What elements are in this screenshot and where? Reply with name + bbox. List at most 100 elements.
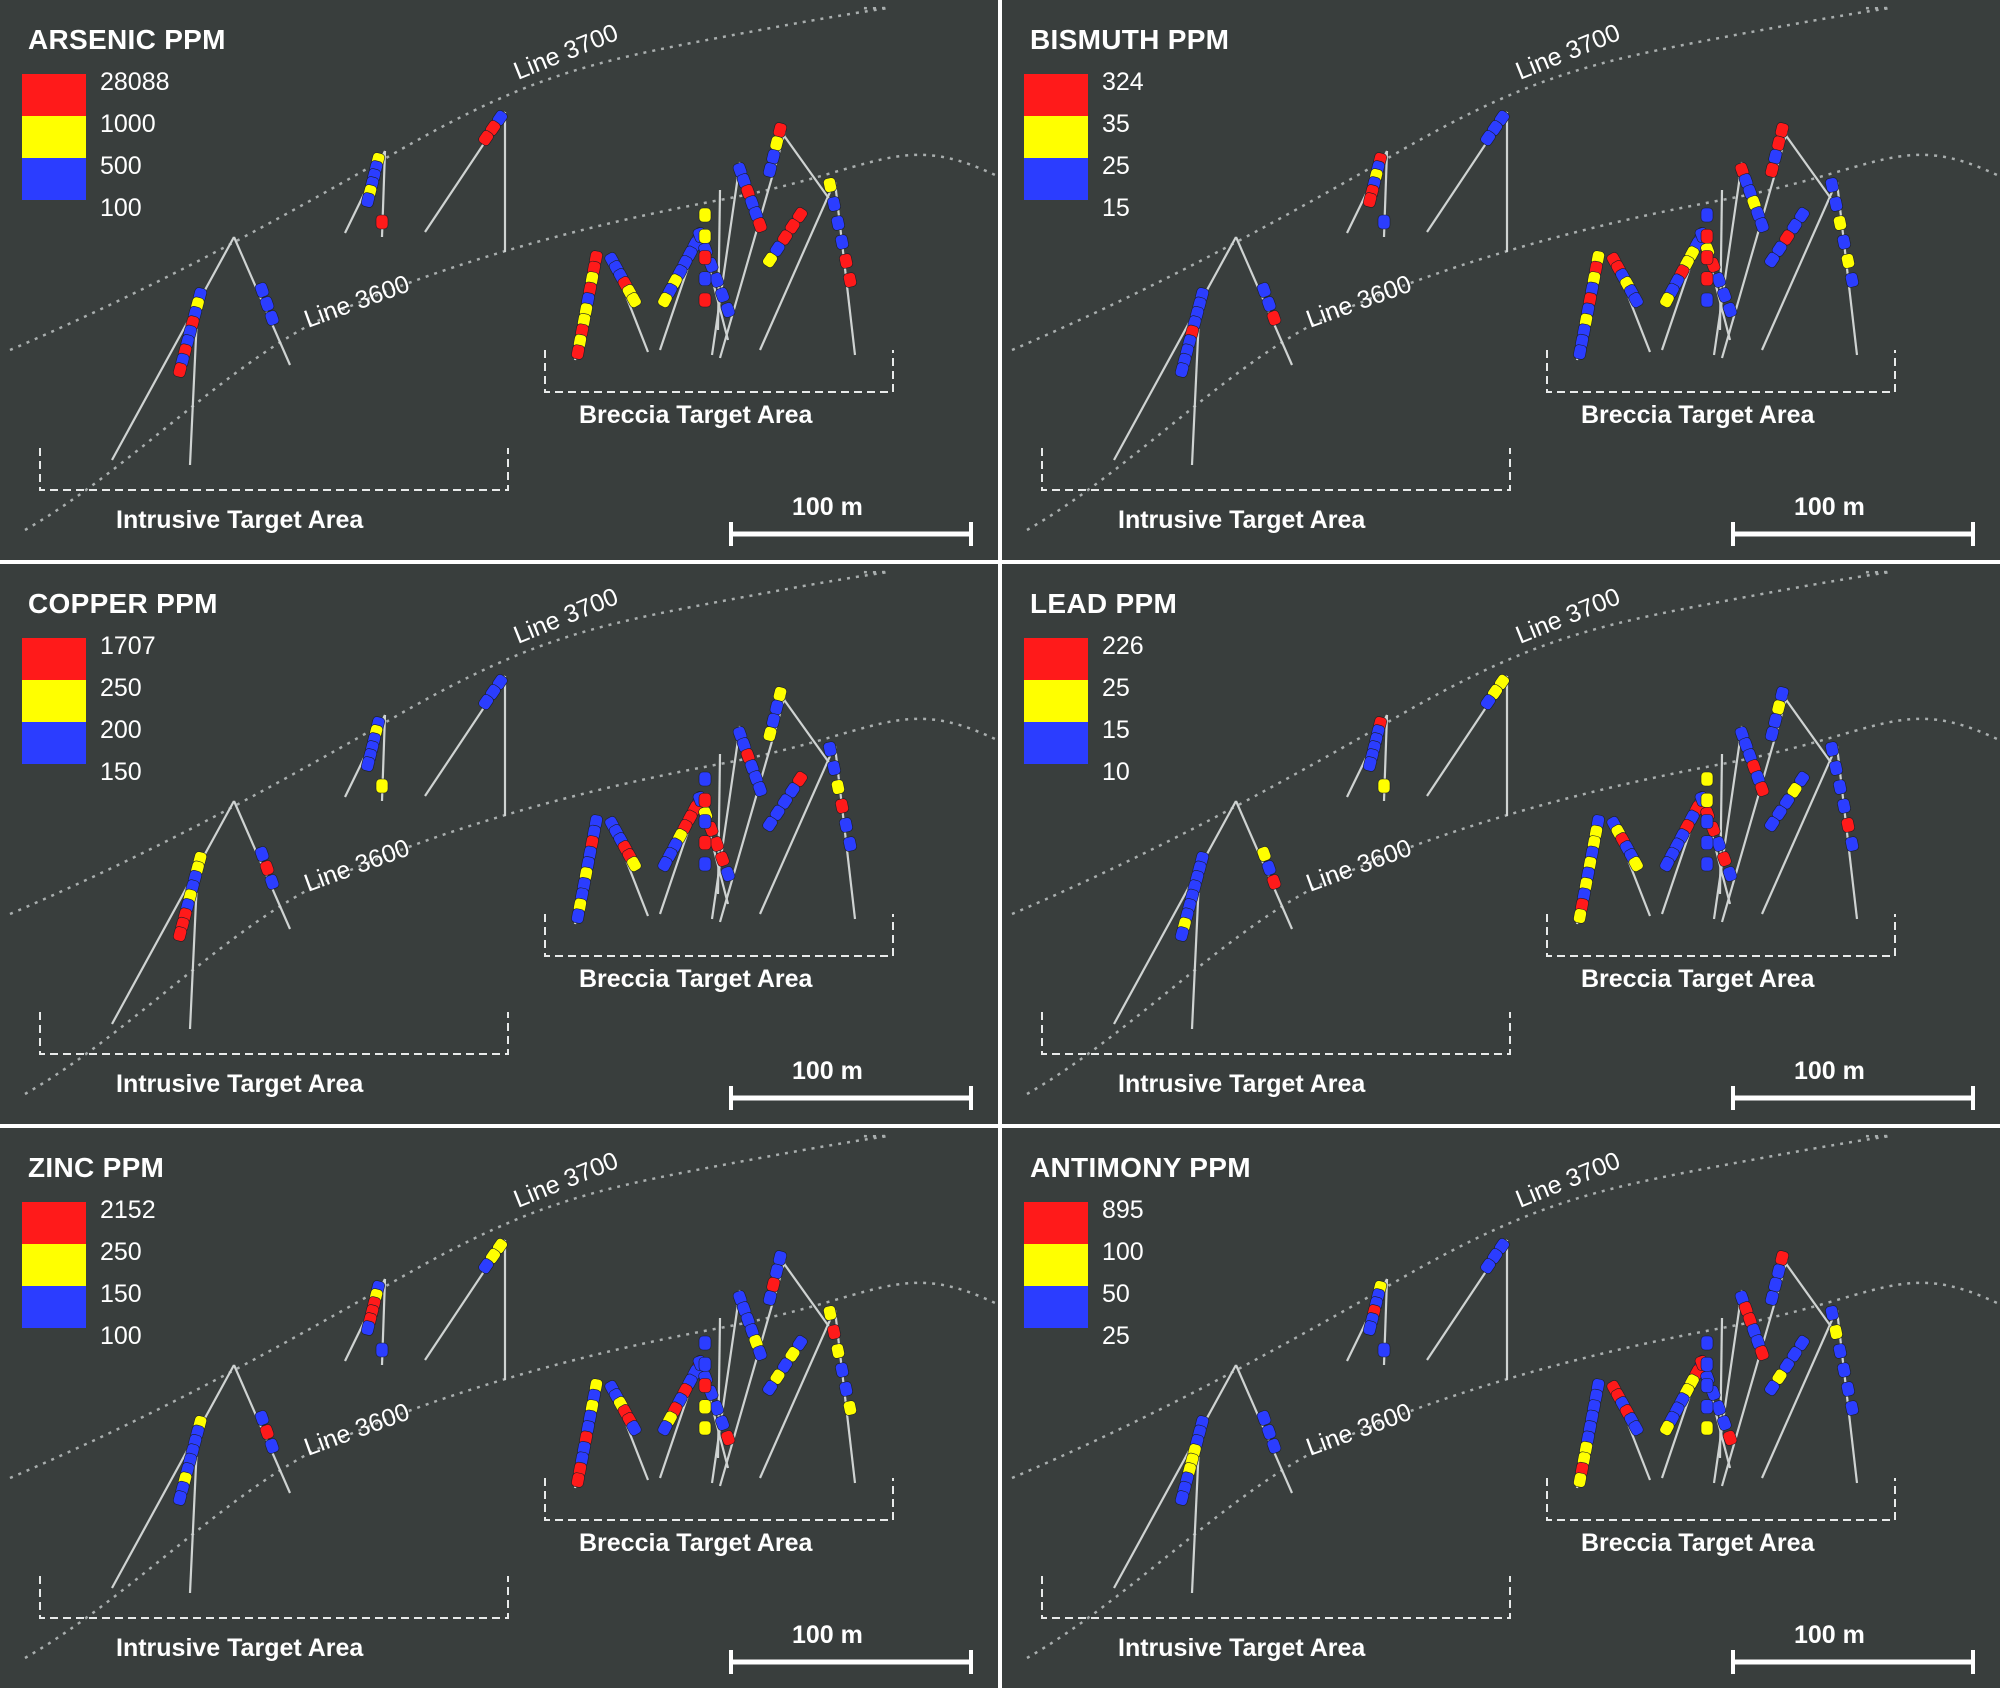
sample-interval: [254, 846, 270, 862]
scale-label: 100 m: [1794, 1621, 1865, 1649]
sample-interval: [1754, 1345, 1770, 1361]
legend-label-low: 100: [100, 1322, 142, 1350]
sample-interval: [1845, 272, 1859, 288]
line-3600-label: Line 3600: [300, 834, 413, 898]
sample-interval: [264, 1438, 280, 1454]
sample-interval: [1659, 1420, 1675, 1436]
legend-label-mid: 15: [1102, 716, 1130, 744]
sample-interval: [1700, 1378, 1714, 1393]
sample-interval: [1480, 1258, 1496, 1274]
sample-interval: [361, 1320, 375, 1336]
scale-label: 100 m: [1794, 1057, 1865, 1085]
panel-bismuth: Line 3700 Line 3600 Breccia Target Area Int…: [1002, 0, 2000, 560]
sample-interval: [1700, 207, 1714, 223]
sample-interval: [827, 196, 841, 212]
sample-interval: [823, 177, 837, 193]
section-line-3700: [9, 1134, 890, 1480]
breccia-target-bracket: [544, 1478, 894, 1521]
sample-interval: [1829, 196, 1843, 212]
drill-trace: [111, 1364, 235, 1589]
sample-interval: [1754, 781, 1770, 797]
drill-trace: [1760, 755, 1834, 915]
sample-interval: [1845, 836, 1859, 852]
legend-label-low: 15: [1102, 194, 1130, 222]
sample-interval: [1377, 214, 1391, 230]
drill-trace: [1113, 236, 1237, 461]
sample-interval: [1261, 860, 1277, 876]
sample-interval: [823, 1305, 837, 1321]
legend-swatch-mid: [1024, 680, 1088, 722]
breccia-target-bracket: [544, 914, 894, 957]
sample-interval: [843, 272, 857, 288]
sample-interval: [698, 292, 712, 308]
sample-interval: [626, 1420, 642, 1436]
sample-interval: [1722, 302, 1738, 318]
breccia-target-label: Breccia Target Area: [579, 965, 814, 993]
sample-interval: [1717, 851, 1732, 867]
legend-swatch-high: [1024, 1202, 1088, 1244]
sample-interval: [698, 207, 712, 223]
drill-trace: [1781, 693, 1833, 765]
line-3700-label: Line 3700: [1512, 18, 1624, 85]
sample-interval: [1829, 760, 1843, 776]
sample-interval: [698, 1378, 712, 1393]
sample-interval: [698, 271, 712, 287]
sample-interval: [698, 814, 712, 829]
sample-interval: [1764, 1380, 1780, 1396]
sample-interval: [1700, 1399, 1714, 1415]
legend-swatch-high: [1024, 638, 1088, 680]
sample-interval: [1700, 792, 1714, 808]
scale-label: 100 m: [792, 1057, 863, 1085]
sample-interval: [1377, 778, 1391, 794]
line-3700-label: Line 3700: [1512, 1146, 1624, 1213]
sample-interval: [1480, 130, 1496, 146]
sample-interval: [752, 1345, 768, 1361]
sample-interval: [720, 1430, 736, 1446]
section-line-3700: [9, 6, 890, 352]
sample-interval: [843, 836, 857, 852]
section-line-3600: [1026, 153, 1998, 532]
sample-interval: [1700, 814, 1714, 829]
section-line-3600: [24, 717, 996, 1096]
legend-label-high: 35: [1102, 110, 1130, 138]
drill-trace: [1712, 725, 1744, 920]
sample-interval: [1833, 779, 1847, 795]
sample-interval: [1174, 926, 1190, 942]
panel-lead-canvas: Line 3700 Line 3600 Breccia Target Area Int…: [1011, 570, 1998, 1110]
sample-interval: [1825, 741, 1839, 757]
sample-interval: [698, 792, 712, 808]
panel-title: LEAD PPM: [1030, 588, 1178, 619]
sample-interval: [657, 856, 673, 872]
sample-interval: [698, 1356, 712, 1372]
sample-interval: [478, 130, 494, 146]
sample-interval: [831, 779, 845, 795]
sample-interval: [361, 756, 375, 772]
section-line-3700: [1011, 1134, 1892, 1480]
scale-label: 100 m: [792, 1621, 863, 1649]
sample-interval: [571, 1472, 585, 1488]
sample-interval: [375, 214, 389, 230]
sample-interval: [478, 1258, 494, 1274]
sample-interval: [1837, 798, 1851, 814]
drill-trace: [779, 129, 831, 201]
legend-label-high: 250: [100, 1238, 142, 1266]
sample-interval: [1700, 271, 1714, 287]
drill-trace: [779, 693, 831, 765]
sample-interval: [1363, 1320, 1377, 1336]
sample-interval: [361, 192, 375, 208]
drill-trace: [716, 1317, 722, 1459]
panel-title: ZINC PPM: [28, 1152, 165, 1183]
panel-antimony-canvas: Line 3700 Line 3600 Breccia Target Area Int…: [1011, 1134, 1998, 1674]
sample-interval: [1700, 835, 1714, 851]
sample-interval: [1256, 1410, 1272, 1426]
drill-trace: [1781, 1257, 1833, 1329]
sample-interval: [762, 816, 778, 832]
intrusive-target-bracket: [1041, 1576, 1511, 1619]
drill-trace: [716, 189, 722, 331]
sample-interval: [657, 1420, 673, 1436]
breccia-target-label: Breccia Target Area: [1581, 965, 1816, 993]
drill-trace: [1718, 753, 1724, 895]
sample-interval: [1261, 296, 1277, 312]
sample-interval: [1841, 253, 1855, 269]
legend-label-low: 150: [100, 758, 142, 786]
